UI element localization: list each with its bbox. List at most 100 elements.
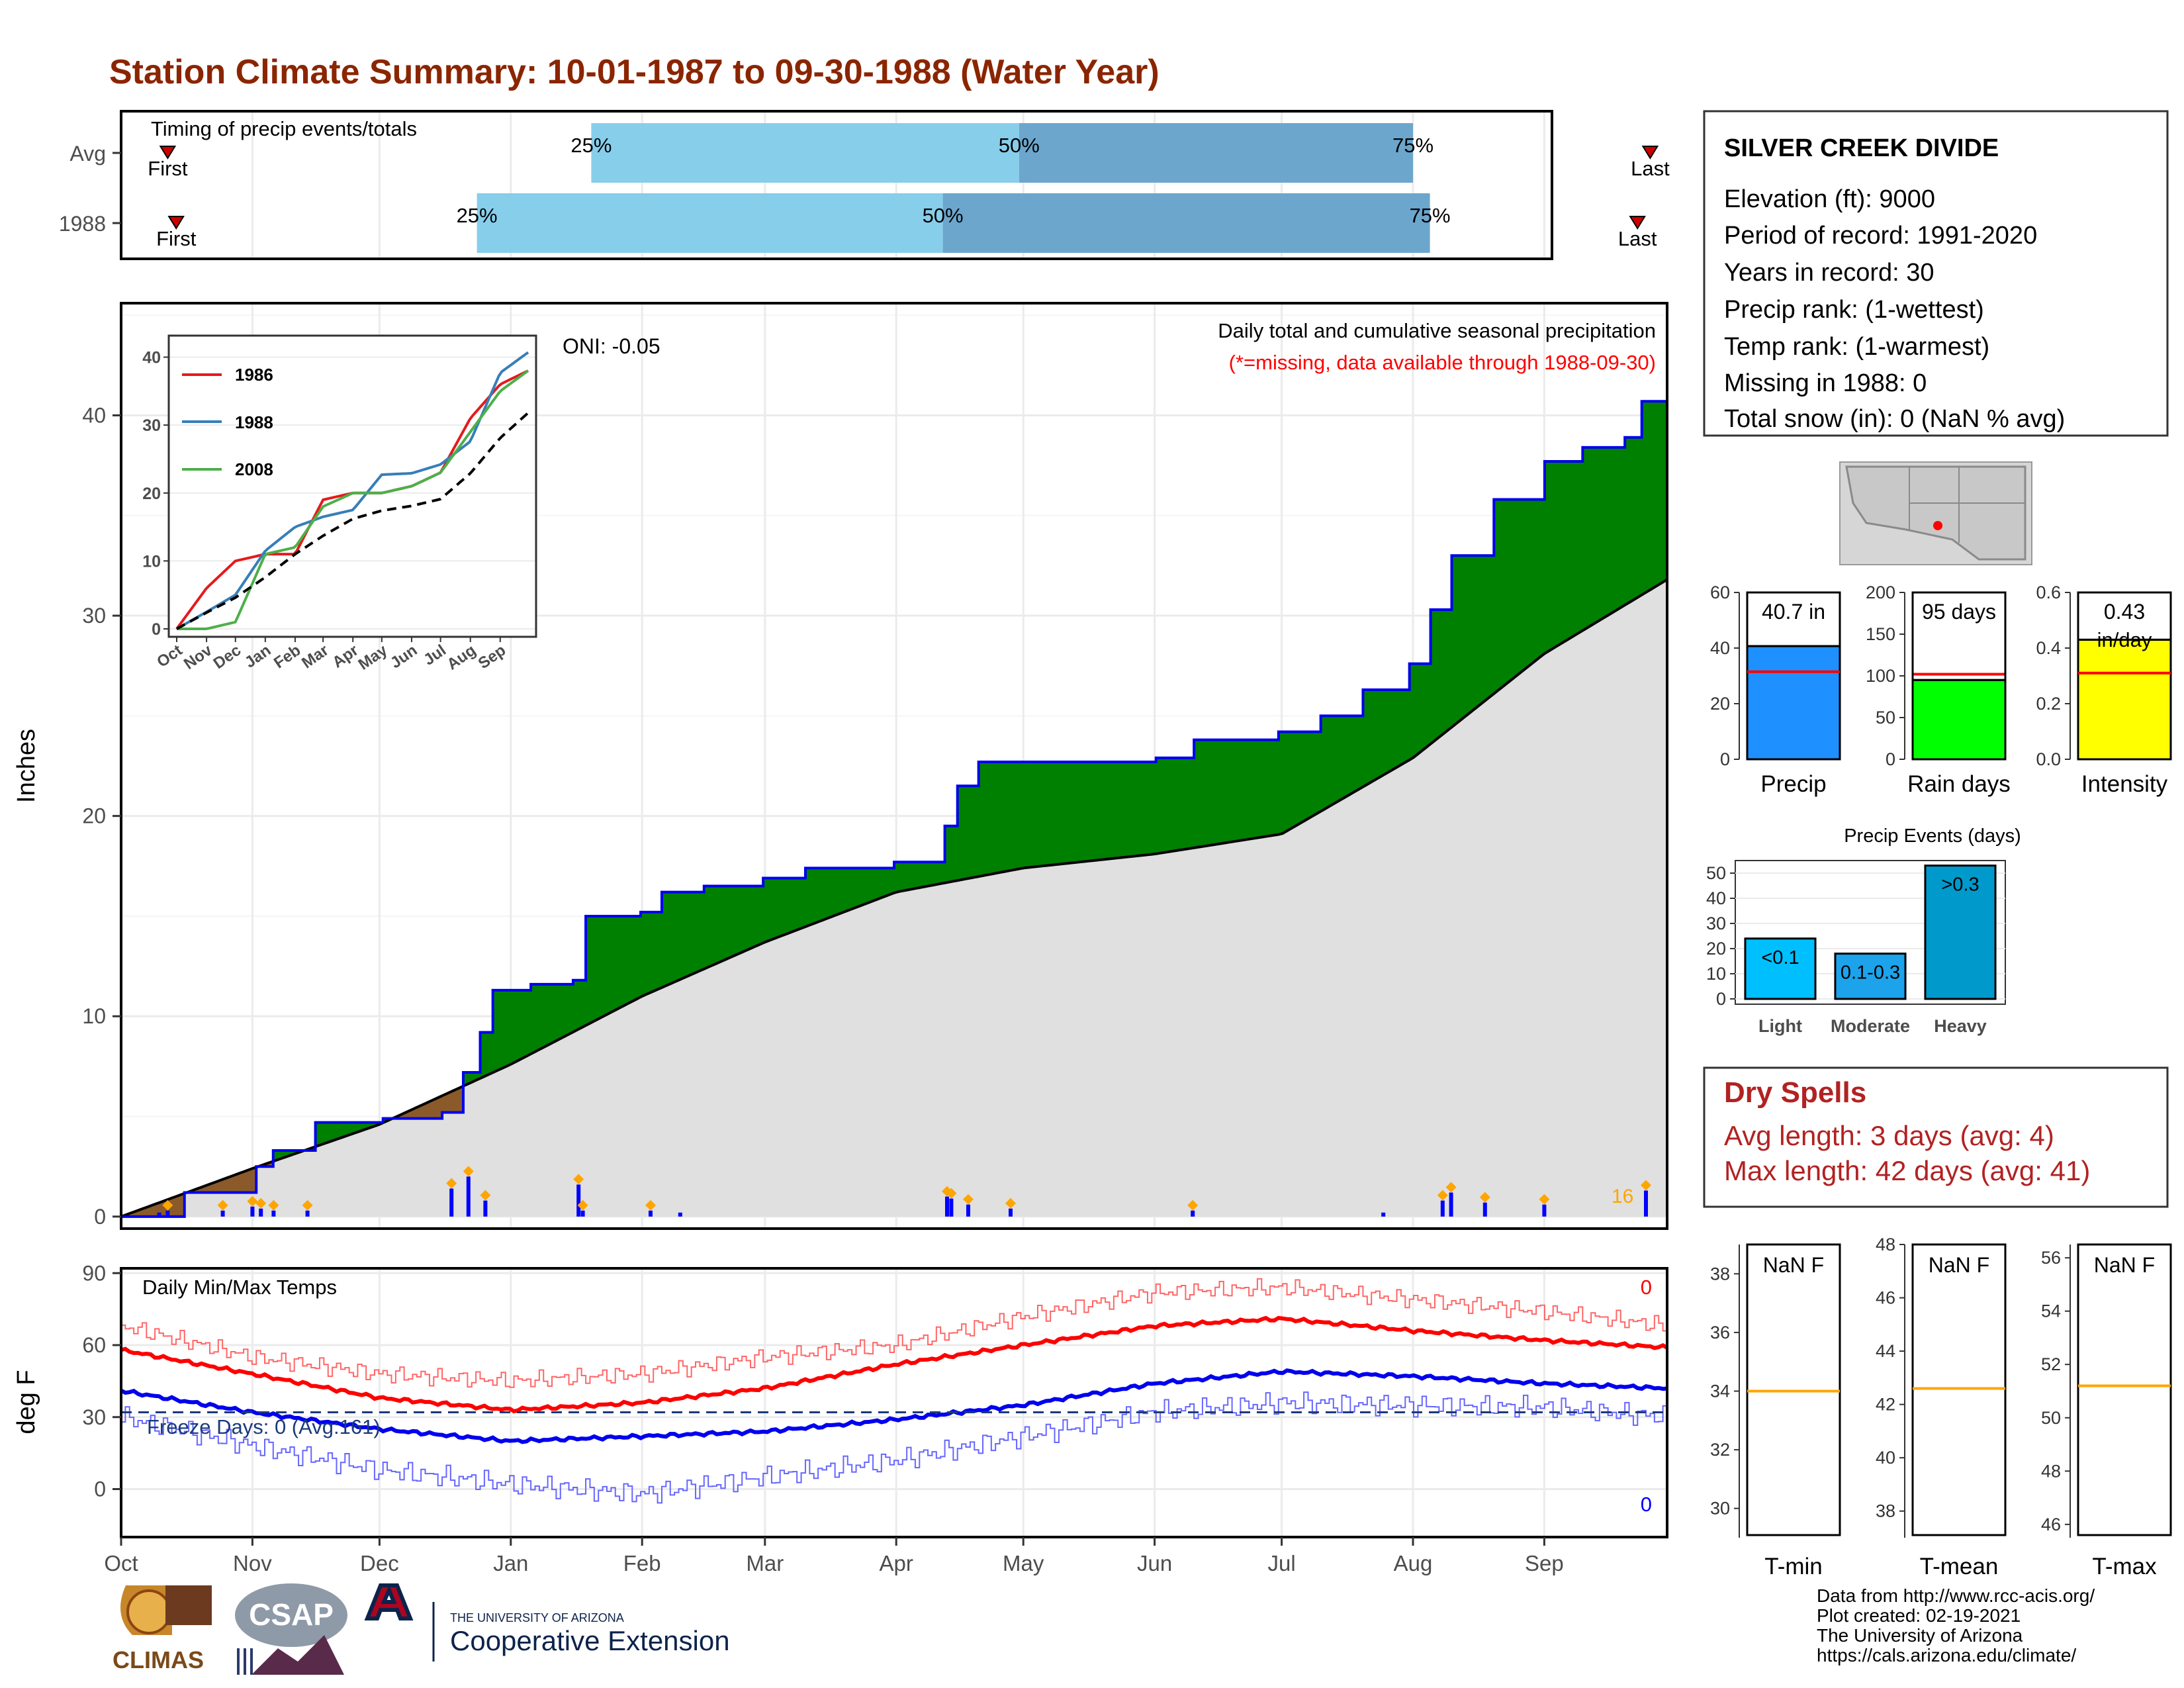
footer-line-1: Data from http://www.rcc-acis.org/ xyxy=(1817,1585,2095,1606)
temp-box-y-tick: 48 xyxy=(1876,1235,1895,1254)
timing-bar-25-50 xyxy=(591,123,1019,183)
temp-box-value: NaN F xyxy=(1929,1253,1989,1277)
csap-logo: CSAP xyxy=(235,1583,347,1675)
month-axis: Oct Nov Dec Jan Feb Mar Apr May Jun Jul Aug Sep xyxy=(104,1537,1564,1575)
temp-panel-title: Daily Min/Max Temps xyxy=(142,1276,337,1299)
daily-precip-marker xyxy=(268,1199,279,1211)
climas-logo-text: CLIMAS xyxy=(113,1646,204,1673)
events-y-tick: 50 xyxy=(1706,863,1726,883)
locator-map xyxy=(1839,461,2032,565)
precip-missing-note: (*=missing, data available through 1988-… xyxy=(1229,351,1656,374)
summary-bars: 0 20 40 60 40.7 in Precip 0 50 100 150 200 95 days R… xyxy=(1710,583,2172,797)
summary-bar-precip xyxy=(1746,645,1841,761)
daily-precip-marker xyxy=(255,1197,267,1209)
temp-box-label: T-mean xyxy=(1920,1554,1999,1579)
summary-y-tick: 0.0 xyxy=(2036,749,2061,769)
summary-y-tick: 150 xyxy=(1866,624,1895,644)
daily-precip-marker xyxy=(577,1199,588,1211)
temp-box-y-tick: 50 xyxy=(2041,1408,2061,1428)
summary-y-tick: 20 xyxy=(1710,694,1730,714)
daily-precip-marker xyxy=(573,1174,584,1185)
daily-precip-bar xyxy=(1449,1192,1453,1217)
last-event-label: Last xyxy=(1631,157,1670,180)
temp-box-y-tick: 48 xyxy=(2041,1461,2061,1481)
precip-y-tick-label: 0 xyxy=(94,1205,106,1229)
temp-box-y-tick: 40 xyxy=(1876,1448,1895,1468)
station-elevation: Elevation (ft): 9000 xyxy=(1724,185,1935,213)
daily-precip-bar xyxy=(1482,1202,1487,1217)
temp-y-tick-label: 30 xyxy=(82,1405,106,1429)
station-snow: Total snow (in): 0 (NaN % avg) xyxy=(1724,405,2065,433)
events-bar-label: 0.1-0.3 xyxy=(1841,962,1900,984)
temp-box-y-tick: 32 xyxy=(1710,1440,1730,1460)
daily-precip-marker xyxy=(1187,1199,1199,1211)
daily-precip-marker xyxy=(162,1199,173,1211)
month-tick-label: Aug xyxy=(1394,1551,1433,1575)
events-y-tick: 0 xyxy=(1716,989,1726,1009)
summary-y-tick: 50 xyxy=(1876,708,1895,727)
dry-spells-max: Max length: 42 days (avg: 41) xyxy=(1724,1155,2090,1186)
temp-box-y-tick: 38 xyxy=(1710,1264,1730,1284)
station-location-marker xyxy=(1933,521,1942,530)
daily-precip-marker xyxy=(217,1199,228,1211)
university-of-arizona-logo: THE UNIVERSITY OF ARIZONA Cooperative Ex… xyxy=(364,1583,730,1662)
summary-y-tick: 0 xyxy=(1886,749,1895,769)
events-x-label: Light xyxy=(1758,1016,1802,1036)
month-tick-label: Nov xyxy=(233,1551,272,1575)
events-bar-light xyxy=(1744,937,1817,1000)
daily-precip-bar xyxy=(945,1196,949,1217)
month-tick-label: Jun xyxy=(1137,1551,1172,1575)
inset-y-tick: 0 xyxy=(152,620,161,639)
events-bar-moderate xyxy=(1834,953,1907,1000)
station-years: Years in record: 30 xyxy=(1724,259,1934,287)
events-bar-heavy xyxy=(1924,865,1997,1000)
precip-y-tick-label: 30 xyxy=(82,604,106,628)
daily-precip-marker xyxy=(1641,1180,1651,1191)
daily-precip-marker xyxy=(463,1166,474,1177)
temp-y-axis-label: deg F xyxy=(13,1370,40,1434)
timing-panel-title: Timing of precip events/totals xyxy=(151,117,417,140)
temp-box-label: T-min xyxy=(1764,1554,1823,1579)
daily-precip-bar xyxy=(466,1176,471,1217)
temp-box-value: NaN F xyxy=(2094,1253,2155,1277)
climas-logo: CLIMAS xyxy=(113,1585,212,1673)
page-title: Station Climate Summary: 10-01-1987 to 0… xyxy=(109,53,1160,91)
daily-precip-marker xyxy=(963,1194,974,1205)
temp-box-y-tick: 54 xyxy=(2041,1301,2061,1321)
average-cumulative-line xyxy=(120,578,1668,1218)
temp-box-value: NaN F xyxy=(1763,1253,1824,1277)
inset-line-average xyxy=(176,412,529,630)
inset-y-tick: 20 xyxy=(142,485,161,503)
temp-box-y-tick: 38 xyxy=(1876,1501,1895,1521)
csap-logo-text: CSAP xyxy=(249,1597,334,1632)
daily-precip-bar xyxy=(305,1210,310,1217)
station-temp-rank: Temp rank: (1-warmest) xyxy=(1724,333,1989,361)
first-event-marker xyxy=(167,216,185,230)
ua-extension-text: Cooperative Extension xyxy=(450,1625,730,1656)
temp-box-y-tick: 44 xyxy=(1876,1341,1895,1361)
events-x-label: Moderate xyxy=(1831,1016,1910,1036)
precip-y-axis-label: Inches xyxy=(13,729,40,803)
inset-line-2008 xyxy=(177,369,529,630)
average-cumulative-area xyxy=(121,579,1667,1217)
temp-box-y-tick: 46 xyxy=(2041,1515,2061,1534)
precip-y-tick-label: 20 xyxy=(82,804,106,828)
daily-precip-bar xyxy=(1191,1210,1195,1217)
temp-y-tick-label: 90 xyxy=(82,1261,106,1285)
summary-y-tick: 0.4 xyxy=(2036,638,2061,658)
daily-precip-bar xyxy=(678,1212,682,1217)
precip-panel-header: Daily total and cumulative seasonal prec… xyxy=(1218,319,1656,342)
last-event-marker xyxy=(1641,146,1659,160)
month-tick-label: Sep xyxy=(1525,1551,1564,1575)
daily-precip-marker xyxy=(302,1199,313,1211)
station-info-box: SILVER CREEK DIVIDE Elevation (ft): 9000… xyxy=(1703,110,2169,437)
timing-label-75: 75% xyxy=(1410,204,1451,227)
daily-precip-bar xyxy=(157,1212,161,1217)
station-precip-rank: Precip rank: (1-wettest) xyxy=(1724,296,1984,324)
daily-precip-bar xyxy=(1440,1200,1445,1217)
summary-y-tick: 0.6 xyxy=(2036,583,2061,602)
summary-bar-intensity xyxy=(2077,638,2172,761)
daily-precip-marker xyxy=(645,1199,656,1211)
